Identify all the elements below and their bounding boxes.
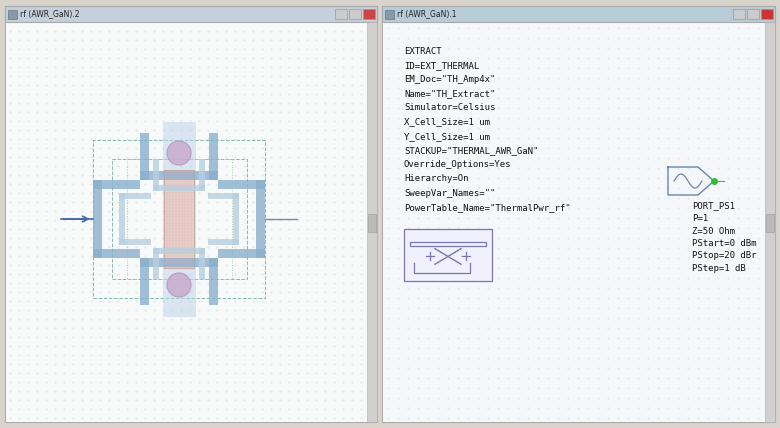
Text: Hierarchy=On: Hierarchy=On bbox=[404, 174, 469, 183]
Bar bbox=[140, 133, 149, 180]
Bar bbox=[199, 247, 205, 279]
Bar bbox=[367, 22, 377, 422]
Bar bbox=[153, 184, 205, 190]
Text: rf (AWR_GaN).2: rf (AWR_GaN).2 bbox=[20, 9, 80, 18]
Bar bbox=[153, 159, 159, 190]
Bar bbox=[410, 242, 486, 247]
Text: Y_Cell_Size=1 um: Y_Cell_Size=1 um bbox=[404, 132, 490, 141]
Text: EXTRACT: EXTRACT bbox=[404, 47, 441, 56]
Bar bbox=[140, 258, 149, 305]
Circle shape bbox=[167, 273, 191, 297]
Bar bbox=[363, 9, 375, 19]
Bar bbox=[209, 258, 218, 305]
Bar bbox=[218, 249, 265, 258]
Bar bbox=[209, 133, 218, 180]
Bar bbox=[368, 214, 376, 232]
Text: STACKUP="THERMAL_AWR_GaN": STACKUP="THERMAL_AWR_GaN" bbox=[404, 146, 538, 155]
Text: Z=50 Ohm: Z=50 Ohm bbox=[692, 226, 735, 235]
Text: ID=EXT_THERMAL: ID=EXT_THERMAL bbox=[404, 61, 479, 70]
Bar bbox=[119, 239, 151, 245]
Bar bbox=[233, 193, 239, 245]
Bar bbox=[199, 159, 205, 190]
Text: Name="TH_Extract": Name="TH_Extract" bbox=[404, 89, 495, 98]
Bar bbox=[404, 229, 492, 281]
Text: Override_Options=Yes: Override_Options=Yes bbox=[404, 160, 512, 169]
Bar bbox=[6, 22, 367, 422]
Bar bbox=[8, 10, 17, 19]
Bar bbox=[93, 249, 140, 258]
Text: PORT_PS1: PORT_PS1 bbox=[692, 202, 735, 211]
Bar bbox=[119, 193, 151, 199]
Bar bbox=[140, 258, 218, 267]
Bar bbox=[349, 9, 361, 19]
Bar bbox=[153, 247, 159, 279]
Text: PowerTable_Name="ThermalPwr_rf": PowerTable_Name="ThermalPwr_rf" bbox=[404, 203, 571, 212]
Bar bbox=[765, 22, 775, 422]
Bar bbox=[207, 193, 239, 199]
Bar bbox=[747, 9, 759, 19]
Text: EM_Doc="TH_Amp4x": EM_Doc="TH_Amp4x" bbox=[404, 75, 495, 84]
Bar bbox=[164, 170, 194, 268]
Text: PStart=0 dBm: PStart=0 dBm bbox=[692, 239, 757, 248]
Bar bbox=[207, 239, 239, 245]
Bar bbox=[93, 180, 140, 189]
Bar bbox=[5, 6, 377, 22]
Bar bbox=[140, 171, 218, 180]
Text: PStop=20 dBr: PStop=20 dBr bbox=[692, 252, 757, 261]
Bar bbox=[385, 10, 394, 19]
Text: X_Cell_Size=1 um: X_Cell_Size=1 um bbox=[404, 118, 490, 127]
Bar bbox=[383, 22, 765, 422]
Text: P=1: P=1 bbox=[692, 214, 708, 223]
Bar bbox=[126, 159, 232, 279]
Text: rf (AWR_GaN).1: rf (AWR_GaN).1 bbox=[397, 9, 456, 18]
Bar bbox=[766, 214, 774, 232]
Bar bbox=[218, 180, 265, 189]
Bar bbox=[93, 140, 265, 298]
Bar bbox=[761, 9, 773, 19]
Text: PStep=1 dB: PStep=1 dB bbox=[692, 264, 746, 273]
Bar bbox=[93, 180, 101, 258]
Text: SweepVar_Names="": SweepVar_Names="" bbox=[404, 188, 495, 197]
Circle shape bbox=[167, 141, 191, 165]
Bar bbox=[153, 247, 205, 253]
Bar bbox=[733, 9, 745, 19]
Bar bbox=[335, 9, 347, 19]
Bar bbox=[257, 180, 265, 258]
Bar bbox=[382, 6, 775, 22]
Bar bbox=[382, 6, 775, 422]
Bar bbox=[5, 6, 377, 422]
Bar bbox=[162, 122, 196, 316]
Bar bbox=[112, 159, 246, 279]
Bar bbox=[119, 193, 125, 245]
Text: Simulator=Celsius: Simulator=Celsius bbox=[404, 103, 495, 112]
